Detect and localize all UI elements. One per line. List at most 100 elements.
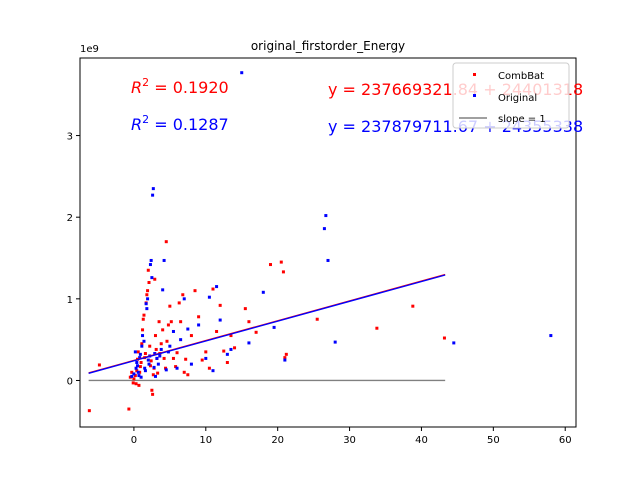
original-point	[324, 214, 328, 218]
combat-point	[141, 317, 145, 321]
original-point	[229, 347, 233, 351]
combat-point	[164, 240, 168, 244]
original-point	[211, 369, 215, 373]
combat-point	[130, 370, 134, 374]
combat-point	[179, 320, 183, 324]
original-point	[136, 370, 140, 374]
combat-point	[169, 320, 173, 324]
combat-point	[243, 307, 247, 311]
x-tick-label: 40	[415, 435, 428, 446]
combat-point	[229, 334, 233, 338]
original-point	[152, 365, 156, 369]
original-point	[326, 258, 330, 262]
original-point	[156, 362, 160, 366]
original-point	[261, 290, 265, 294]
combat-point	[411, 304, 415, 308]
original-point	[175, 366, 179, 370]
combat-point	[162, 356, 166, 360]
combat-point	[233, 346, 237, 350]
combat-point	[222, 349, 226, 353]
combat-point	[161, 328, 165, 332]
original-point	[283, 358, 287, 362]
original-point	[333, 340, 337, 344]
combat-point	[151, 392, 155, 396]
combat-point	[153, 277, 157, 281]
combat-point	[165, 339, 169, 343]
combat-point	[133, 374, 137, 378]
combat-point	[157, 320, 161, 324]
original-point	[148, 263, 152, 267]
combat-point	[175, 351, 179, 355]
original-point	[145, 307, 149, 311]
original-point	[247, 341, 251, 345]
original-point	[179, 338, 183, 342]
combat-point	[127, 407, 131, 411]
legend-marker-combat	[473, 73, 476, 76]
combat-point	[166, 323, 170, 327]
combat-point	[97, 363, 101, 367]
combat-point	[171, 356, 175, 360]
original-point	[155, 356, 159, 360]
original-point	[215, 285, 219, 289]
combat-point	[181, 293, 185, 297]
combat-point	[140, 342, 144, 346]
combat-point	[215, 329, 219, 333]
original-point	[137, 374, 141, 378]
original-point	[322, 227, 326, 231]
original-point	[136, 364, 140, 368]
combat-point	[141, 328, 145, 332]
combat-point	[193, 289, 197, 293]
combat-point	[145, 293, 149, 297]
original-point	[161, 288, 165, 292]
y-tick-label: 2	[67, 213, 73, 224]
combat-point	[279, 260, 283, 264]
original-point	[146, 358, 150, 362]
combat-point	[132, 377, 136, 381]
axis-ticks: 0 10 20 30 40 50 60 0 1 2 3	[67, 132, 572, 446]
original-point	[159, 347, 163, 351]
combat-point	[254, 330, 258, 334]
combat-point	[159, 342, 163, 346]
combat-r2-annotation: R2 = 0.1920	[131, 76, 229, 97]
original-point	[132, 372, 136, 376]
annotations: R2 = 0.1920 R2 = 0.1287	[131, 76, 229, 134]
x-tick-label: 10	[199, 435, 212, 446]
combat-point	[284, 352, 288, 356]
combat-point	[147, 281, 151, 285]
combat-point	[146, 268, 150, 272]
plot-marks	[87, 71, 553, 413]
original-point	[158, 354, 162, 358]
combat-point	[200, 358, 204, 362]
combat-point	[135, 369, 139, 373]
combat-point	[225, 361, 229, 365]
combat-point	[186, 373, 190, 377]
legend-label-original: Original	[498, 93, 537, 104]
original-point	[164, 368, 168, 372]
combat-point	[153, 334, 157, 338]
combat-point	[138, 365, 142, 369]
original-point	[182, 297, 186, 301]
combat-point	[150, 388, 154, 392]
original-r2-annotation: R2 = 0.1287	[131, 113, 229, 134]
combat-point	[134, 382, 138, 386]
x-tick-label: 20	[271, 435, 284, 446]
original-point	[452, 341, 456, 345]
combat-point	[154, 347, 158, 351]
combat-point	[137, 383, 141, 387]
combat-point	[131, 381, 135, 385]
combat-point	[151, 373, 155, 377]
original-point	[207, 295, 211, 299]
x-tick-label: 60	[559, 435, 572, 446]
original-point	[139, 375, 143, 379]
original-point	[204, 356, 208, 360]
original-point	[272, 325, 276, 329]
original-point	[150, 276, 154, 280]
original-point	[141, 334, 145, 338]
combat-point	[281, 270, 285, 274]
combat-point	[315, 317, 319, 321]
original-point	[146, 297, 150, 301]
original-point	[147, 362, 151, 366]
combat-point	[149, 359, 153, 363]
combat-point	[207, 366, 211, 370]
